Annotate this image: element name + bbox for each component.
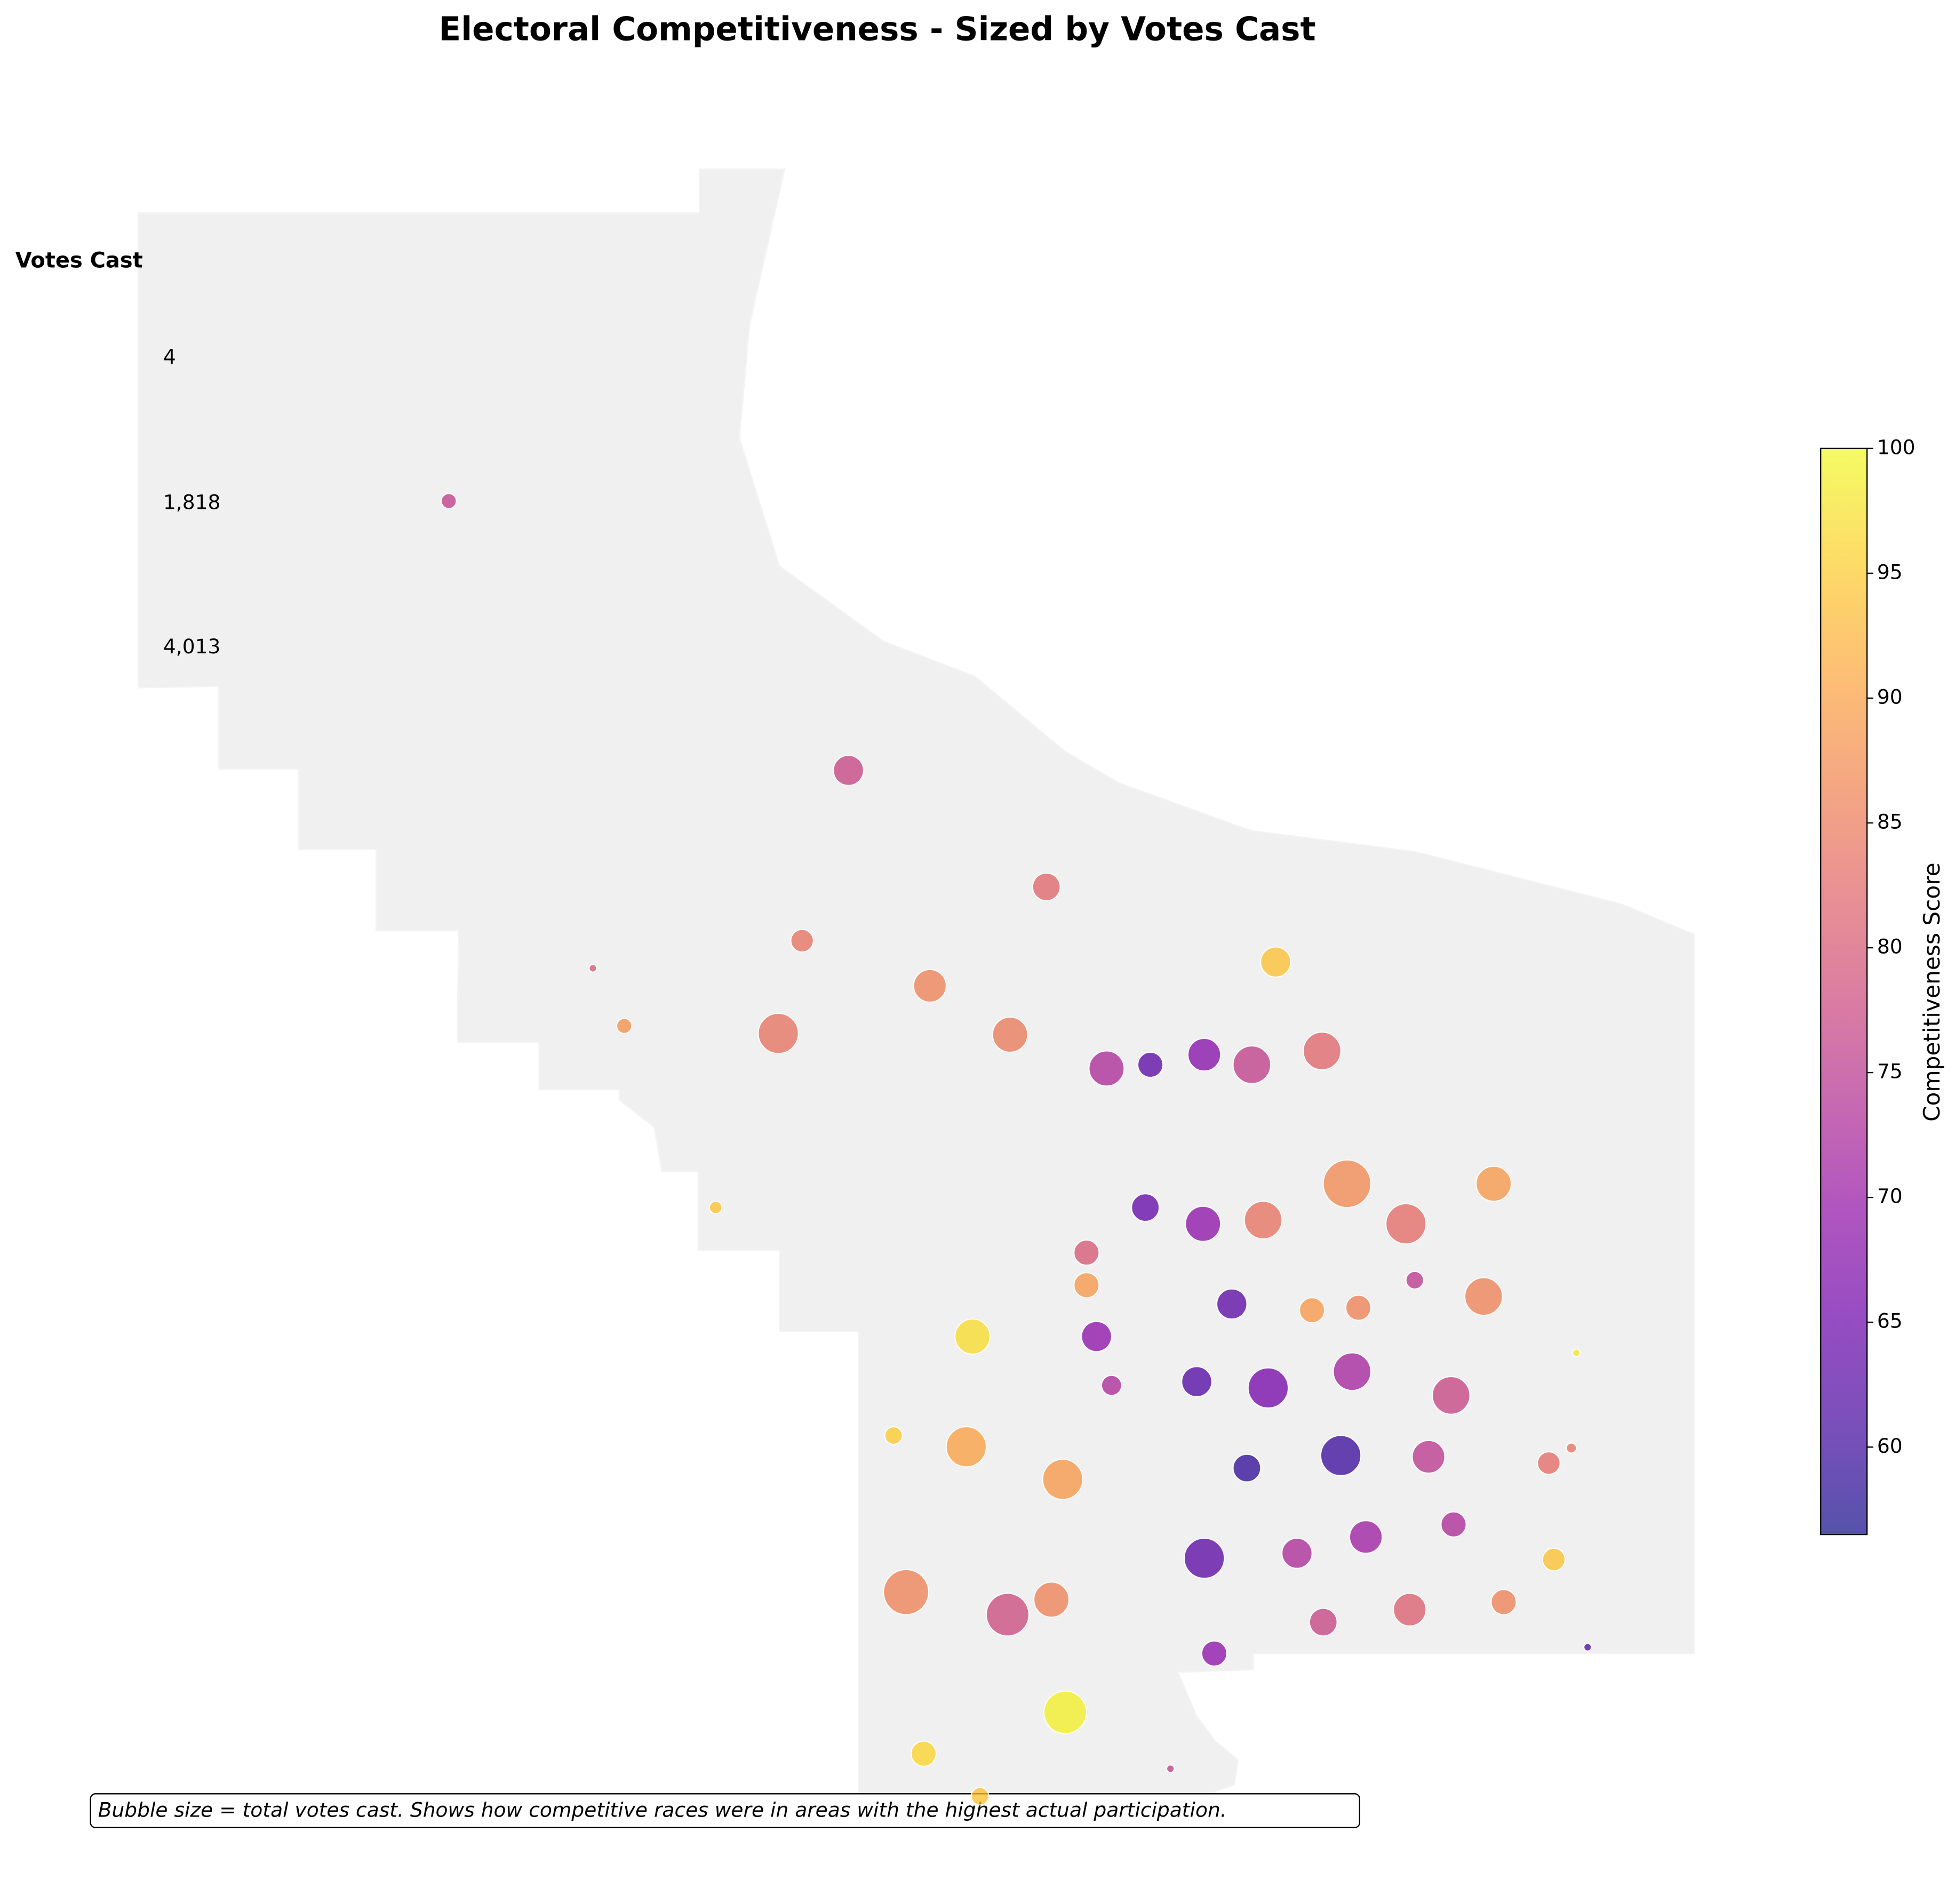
bubble — [1232, 1045, 1272, 1084]
bubble — [1101, 1374, 1122, 1396]
bubble — [1260, 946, 1291, 978]
bubble — [986, 1593, 1030, 1637]
note-box — [90, 1793, 1361, 1828]
bubble — [441, 493, 457, 509]
bubble — [1073, 1272, 1100, 1299]
bubble — [1440, 1511, 1467, 1538]
bubble — [1566, 1442, 1577, 1454]
colorbar-tick-label: 85 — [1877, 810, 1903, 834]
colorbar-label: Competitiveness Score — [1919, 862, 1945, 1122]
bubble — [954, 1318, 991, 1355]
bubble — [883, 1569, 929, 1615]
size-legend-label: 1,818 — [163, 491, 221, 514]
bubble — [1385, 1203, 1427, 1245]
bubble — [1405, 1270, 1424, 1290]
colorbar-tick-label: 100 — [1877, 435, 1916, 459]
bubble — [1281, 1538, 1313, 1569]
bubble — [1432, 1376, 1471, 1415]
bubble — [913, 969, 947, 1003]
bubble — [833, 755, 864, 786]
bubble — [757, 1013, 799, 1054]
bubble — [1303, 1031, 1342, 1070]
bubble — [1184, 1538, 1225, 1579]
bubble — [1583, 1643, 1592, 1652]
bubble — [1043, 1690, 1087, 1734]
bubble — [1081, 1321, 1112, 1353]
bubble — [1475, 1165, 1512, 1202]
colorbar-frame — [1820, 447, 1868, 1535]
bubble — [1572, 1348, 1581, 1357]
bubble — [1216, 1288, 1248, 1320]
bubble — [1181, 1366, 1212, 1397]
bubble — [1411, 1440, 1446, 1474]
bubble — [1332, 1352, 1371, 1391]
bubble — [1247, 1367, 1289, 1409]
bubble — [1201, 1640, 1227, 1667]
colorbar-tick-label: 70 — [1877, 1185, 1903, 1208]
chart-title: Electoral Competitiveness - Sized by Vot… — [439, 10, 1316, 48]
bubble — [1033, 1581, 1070, 1618]
bubble — [1537, 1451, 1561, 1475]
bubble — [1131, 1193, 1160, 1222]
bubble — [992, 1017, 1028, 1053]
colorbar-tick-label: 65 — [1877, 1309, 1903, 1333]
colorbar-tick-label: 60 — [1877, 1434, 1903, 1458]
bubble — [911, 1740, 937, 1767]
size-legend-title: Votes Cast — [15, 248, 143, 273]
bubble — [1185, 1205, 1222, 1242]
bubble — [1232, 1453, 1262, 1483]
bubble — [1042, 1459, 1083, 1500]
colorbar-tick-label: 80 — [1877, 935, 1903, 958]
note: Bubble size = total votes cast. Shows ho… — [98, 1798, 1227, 1822]
bubble — [1490, 1589, 1517, 1615]
bubble — [1308, 1607, 1338, 1637]
bubble — [884, 1426, 903, 1445]
bubble — [1166, 1764, 1175, 1773]
bubble — [1349, 1520, 1383, 1554]
bubble — [1322, 1159, 1371, 1209]
bubble — [1320, 1435, 1362, 1476]
bubble — [1542, 1548, 1566, 1572]
bubble — [1088, 1050, 1125, 1087]
bubble — [588, 964, 597, 973]
bubble — [1187, 1038, 1222, 1072]
size-legend-label: 4,013 — [163, 635, 221, 658]
bubble — [1137, 1051, 1164, 1078]
bubble — [708, 1201, 723, 1214]
bubble — [1393, 1593, 1427, 1627]
bubble — [790, 929, 814, 953]
bubble — [1299, 1297, 1326, 1324]
colorbar-tick-label: 75 — [1877, 1060, 1903, 1083]
colorbar — [1821, 448, 1868, 1535]
colorbar-tick-label: 90 — [1877, 685, 1903, 708]
bubble — [1243, 1201, 1283, 1239]
bubble — [945, 1426, 987, 1468]
bubble — [1032, 873, 1061, 901]
bubble — [616, 1018, 633, 1034]
bubble — [1345, 1294, 1371, 1321]
bubble — [1073, 1239, 1100, 1266]
bubble — [970, 1787, 990, 1806]
size-legend-label: 4 — [163, 345, 176, 369]
bubble — [1464, 1277, 1503, 1316]
colorbar-tick-label: 95 — [1877, 560, 1903, 583]
